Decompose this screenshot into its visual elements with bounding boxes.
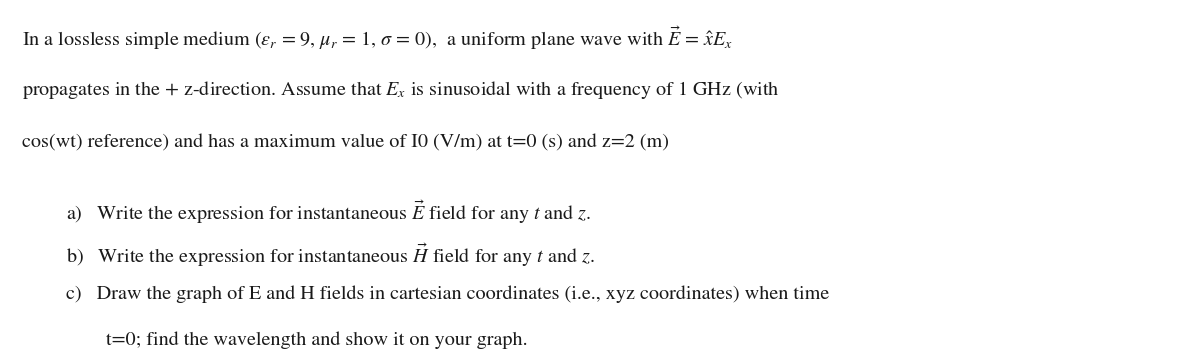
Text: t=0; find the wavelength and show it on your graph.: t=0; find the wavelength and show it on … xyxy=(66,332,528,349)
Text: b)   Write the expression for instantaneous $\vec{H}$ field for any $t$ and $z$.: b) Write the expression for instantaneou… xyxy=(66,242,595,269)
Text: cos(wt) reference) and has a maximum value of I0 (V/m) at t=0 (s) and z=2 (m): cos(wt) reference) and has a maximum val… xyxy=(22,134,668,152)
Text: c)   Draw the graph of E and H fields in cartesian coordinates (i.e., xyz coordi: c) Draw the graph of E and H fields in c… xyxy=(66,285,829,303)
Text: a)   Write the expression for instantaneous $\vec{E}$ field for any $t$ and $z$.: a) Write the expression for instantaneou… xyxy=(66,198,592,226)
Text: propagates in the + z-direction. Assume that $E_x$ is sinusoidal with a frequenc: propagates in the + z-direction. Assume … xyxy=(22,80,779,102)
Text: In a lossless simple medium ($\epsilon_r$ = 9, $\mu_r$ = 1, $\sigma$ = 0),  a un: In a lossless simple medium ($\epsilon_r… xyxy=(22,24,733,52)
